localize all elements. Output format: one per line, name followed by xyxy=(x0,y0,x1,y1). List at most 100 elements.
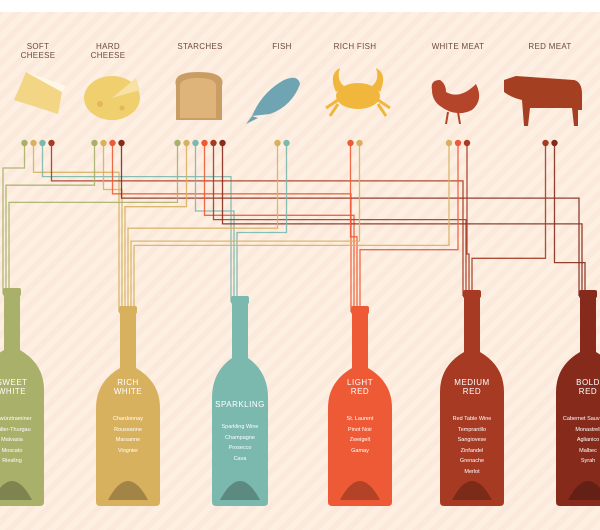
bottle xyxy=(440,292,504,506)
varietal: St. Laurent xyxy=(346,416,374,422)
bread-icon xyxy=(175,72,223,120)
soft-cheese-icon xyxy=(14,72,66,114)
food-dot xyxy=(48,139,55,147)
top-band xyxy=(0,0,600,12)
varietal: Viognier xyxy=(117,447,139,454)
hard-cheese-icon xyxy=(84,76,140,120)
bottle xyxy=(0,290,44,506)
connector xyxy=(194,143,235,302)
food-dot xyxy=(109,139,116,147)
food-dot xyxy=(283,139,290,147)
connector xyxy=(2,143,26,294)
food-dot xyxy=(542,139,549,147)
food-dot xyxy=(174,139,181,147)
varietal: Roussanne xyxy=(114,426,142,433)
wine-label: SPARKLING xyxy=(215,400,265,409)
food-dot xyxy=(192,139,199,147)
bottle xyxy=(328,308,392,506)
connector xyxy=(111,143,352,312)
varietal: Gamay xyxy=(351,447,369,454)
varietal: Tempranillo xyxy=(457,426,487,433)
bottle xyxy=(96,308,160,506)
bottle-cap xyxy=(579,290,597,298)
sediment xyxy=(220,481,260,500)
food-dot xyxy=(100,139,107,147)
varietal: Riesling xyxy=(2,458,22,464)
varietal: Monastrell xyxy=(575,426,600,433)
varietal: Marsanne xyxy=(115,437,141,443)
connector xyxy=(212,143,467,296)
varietal: Sangiovese xyxy=(457,437,487,443)
bottle-cap xyxy=(231,296,249,304)
connector xyxy=(127,143,279,312)
varietal: Cava xyxy=(233,455,247,462)
connector xyxy=(124,143,188,312)
varietal: Sparkling Wine xyxy=(221,424,259,430)
food-label: STARCHES xyxy=(177,42,223,51)
food-label: RED MEAT xyxy=(528,42,572,51)
varietal: Chardonnay xyxy=(113,416,143,422)
food-label: WHITE MEAT xyxy=(431,42,485,51)
crab-icon xyxy=(325,68,391,117)
sediment xyxy=(340,481,380,500)
food-dot xyxy=(356,139,363,147)
bottle xyxy=(212,298,268,506)
connector xyxy=(553,143,586,296)
varietal: Grenache xyxy=(459,458,485,464)
wine-label: MEDIUM RED xyxy=(454,378,490,396)
food-dot xyxy=(118,139,125,147)
varietal: Prosecco xyxy=(228,445,252,451)
sediment xyxy=(452,481,492,500)
varietal: Merlot xyxy=(464,468,480,475)
food-label: HARD CHEESE xyxy=(90,42,126,60)
food-dot xyxy=(30,139,37,147)
connector xyxy=(5,143,96,294)
varietal: Zinfandel xyxy=(460,447,484,454)
food-dot xyxy=(219,139,226,147)
connector xyxy=(130,143,361,312)
connector xyxy=(359,143,459,312)
food-dot xyxy=(183,139,190,147)
food-dot xyxy=(210,139,217,147)
varietal: Syrah xyxy=(580,458,596,464)
connector xyxy=(471,143,547,296)
food-label: FISH xyxy=(272,42,292,51)
sediment xyxy=(0,481,32,500)
sediment xyxy=(568,481,600,500)
varietal: Aglianico xyxy=(576,437,600,443)
food-dot xyxy=(201,139,208,147)
varietal: Zweigelt xyxy=(349,437,371,443)
connector xyxy=(133,143,450,312)
bottle xyxy=(556,292,600,506)
wine-label: BOLD RED xyxy=(576,378,600,396)
bottle-cap xyxy=(351,306,369,314)
wine-label: LIGHT RED xyxy=(347,378,374,396)
food-dot xyxy=(463,139,471,147)
bottle-cap xyxy=(3,288,21,296)
food-label: SOFT CHEESE xyxy=(20,42,56,60)
connector xyxy=(50,143,464,296)
fish-icon xyxy=(246,77,300,124)
varietal: Malvasia xyxy=(1,437,23,443)
wine-label: SWEET WHITE xyxy=(0,378,28,396)
connector xyxy=(41,143,232,302)
bottle-cap xyxy=(119,306,137,314)
food-dot xyxy=(91,139,98,147)
varietal: Red Table Wine xyxy=(452,416,492,422)
food-label: RICH FISH xyxy=(333,42,377,51)
connector xyxy=(349,143,358,312)
food-dot xyxy=(454,139,462,147)
varietal: Champagne xyxy=(225,434,255,441)
bottle-cap xyxy=(463,290,481,298)
varietal: Malbec xyxy=(579,447,597,454)
chicken-icon xyxy=(431,80,480,125)
varietal: Moscato xyxy=(1,447,23,454)
connector xyxy=(8,143,179,294)
connector xyxy=(32,143,120,312)
connector xyxy=(221,143,583,296)
cow-icon xyxy=(504,76,582,126)
connector xyxy=(203,143,355,312)
wine-label: RICH WHITE xyxy=(113,378,143,396)
